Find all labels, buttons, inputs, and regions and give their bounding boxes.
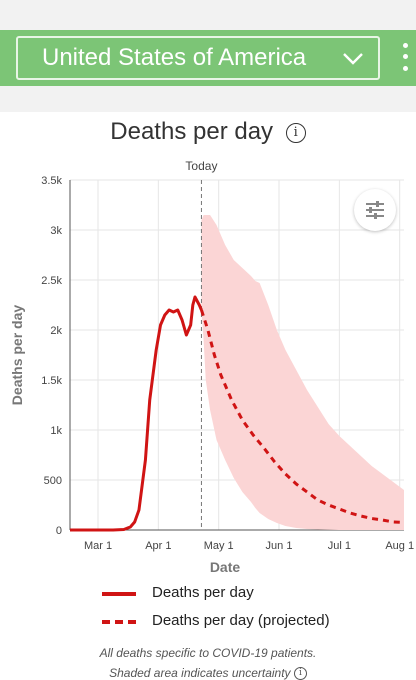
country-select[interactable]: United States of America (16, 36, 380, 80)
series-line-projected (200, 309, 405, 524)
deaths-chart: 0 500 1k 1.5k 2k 2.5k 3k 3.5k Mar 1 Apr 1 May 1 Jun… (9, 159, 414, 575)
today-label: Today (185, 159, 217, 173)
legend-solid-swatch (102, 592, 136, 596)
series-line-actual (70, 295, 203, 532)
legend-dashed-swatch (102, 620, 136, 624)
x-tick-label: Apr 1 (145, 540, 171, 552)
y-tick-label: 3k (50, 225, 62, 237)
country-select-label: United States of America (42, 44, 307, 71)
legend-label: Deaths per day (projected) (152, 612, 330, 629)
x-tick-label: Jun 1 (266, 540, 293, 552)
chart-title-wrap: Deaths per day i (0, 118, 416, 146)
x-tick-label: May 1 (204, 540, 234, 552)
chart-title: Deaths per day (110, 118, 274, 145)
legend-label: Deaths per day (152, 584, 254, 601)
y-tick-label: 1.5k (41, 375, 62, 387)
footnote-covid: All deaths specific to COVID-19 patients… (99, 646, 317, 660)
y-tick-label: 2k (50, 325, 62, 337)
chart-settings-button[interactable] (354, 189, 396, 231)
footnote-uncertainty-text: Shaded area indicates uncertainty (109, 666, 291, 680)
y-axis-title: Deaths per day (9, 305, 25, 406)
uncertainty-band (201, 215, 404, 530)
y-tick-label: 0 (56, 525, 62, 537)
info-icon[interactable]: i (293, 667, 307, 680)
more-vert-icon[interactable] (398, 40, 412, 74)
sliders-icon (366, 201, 384, 219)
footnote-uncertainty: Shaded area indicates uncertainty i (0, 666, 416, 680)
y-tick-label: 2.5k (41, 275, 62, 287)
y-tick-label: 3.5k (41, 175, 62, 187)
info-icon[interactable]: i (285, 122, 306, 143)
x-tick-label: Aug 1 (385, 540, 414, 552)
y-tick-label: 1k (50, 425, 62, 437)
y-tick-label: 500 (44, 475, 62, 487)
x-axis-title: Date (210, 559, 241, 575)
x-tick-label: Jul 1 (328, 540, 351, 552)
chevron-down-icon (336, 41, 370, 75)
x-tick-label: Mar 1 (84, 540, 112, 552)
